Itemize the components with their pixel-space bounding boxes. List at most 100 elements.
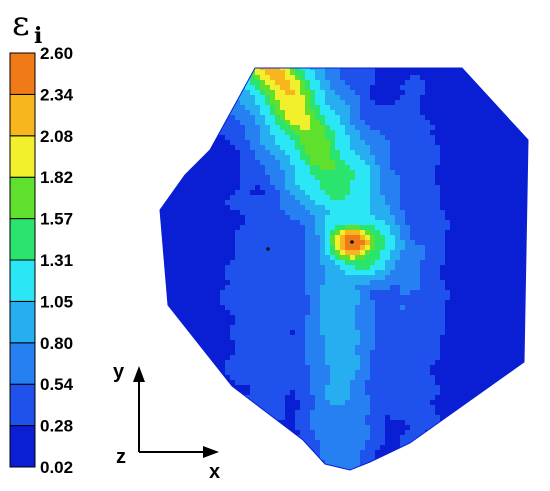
contour-cell <box>345 240 366 246</box>
contour-cell <box>160 200 226 206</box>
contour-cell <box>360 110 421 116</box>
contour-cell <box>425 450 528 456</box>
contour-cell <box>360 330 376 336</box>
contour-cell <box>310 380 331 386</box>
contour-cell <box>160 190 236 196</box>
color-bar-tick-label: 2.34 <box>40 85 74 104</box>
contour-cell <box>370 250 381 256</box>
contour-cell <box>315 200 371 206</box>
contour-cell <box>350 110 361 116</box>
contour-cell <box>230 140 251 146</box>
contour-cell <box>370 85 401 91</box>
contour-cell <box>305 325 321 331</box>
contour-cell <box>315 100 326 106</box>
contour-cell <box>405 305 446 311</box>
contour-cell <box>300 465 326 470</box>
contour-cell <box>280 68 291 71</box>
contour-cell <box>340 250 346 256</box>
contour-cell <box>255 60 261 66</box>
contour-cell <box>160 380 236 386</box>
contour-cell <box>275 120 286 126</box>
contour-cell <box>350 135 361 141</box>
contour-cell <box>310 310 321 316</box>
contour-cell <box>355 305 376 311</box>
contour-cell <box>410 425 436 431</box>
color-bar-swatch <box>9 218 36 261</box>
contour-cell <box>370 375 436 381</box>
contour-cell <box>325 68 341 71</box>
contour-cell <box>445 300 528 306</box>
contour-cell <box>325 240 331 246</box>
contour-cell <box>295 420 311 426</box>
contour-cell <box>390 165 436 171</box>
contour-cell <box>380 445 401 451</box>
contour-cell <box>310 85 321 91</box>
contour-cell <box>220 75 231 81</box>
contour-cell <box>285 120 291 126</box>
contour-cell <box>160 415 251 421</box>
contour-cell <box>215 70 231 76</box>
contour-cell <box>240 430 266 436</box>
contour-cell <box>325 115 341 121</box>
contour-cell <box>225 305 311 311</box>
contour-cell <box>310 415 366 421</box>
contour-cell <box>420 95 528 101</box>
contour-cell <box>325 395 351 401</box>
contour-cell <box>385 415 391 421</box>
contour-cell <box>295 175 316 181</box>
contour-cell <box>235 145 251 151</box>
contour-cell <box>370 365 431 371</box>
contour-cell <box>285 180 296 186</box>
contour-cell <box>400 290 411 296</box>
contour-cell <box>325 460 361 466</box>
contour-cell <box>215 105 226 111</box>
contour-cell <box>305 330 321 336</box>
contour-cell <box>435 170 528 176</box>
contour-cell <box>390 230 401 236</box>
contour-cell <box>290 70 296 76</box>
contour-cell <box>235 255 306 261</box>
contour-map <box>150 60 528 481</box>
contour-cell <box>280 205 306 211</box>
contour-cell <box>230 110 251 116</box>
contour-cell <box>270 105 276 111</box>
contour-cell <box>345 245 361 251</box>
contour-cell <box>350 115 361 121</box>
contour-cell <box>440 420 528 426</box>
contour-cell <box>360 340 376 346</box>
contour-cell <box>330 375 356 381</box>
contour-cell <box>310 195 331 201</box>
contour-cell <box>235 345 306 351</box>
contour-cell <box>305 270 326 276</box>
contour-cell <box>440 160 528 166</box>
contour-cell <box>260 130 271 136</box>
contour-cell <box>320 165 336 171</box>
axes-triad: y z x <box>113 361 220 483</box>
contour-cell <box>385 135 436 141</box>
contour-cell <box>420 75 528 81</box>
contour-cell <box>305 275 326 281</box>
contour-cell <box>280 195 296 201</box>
contour-cell <box>150 60 196 66</box>
contour-cell <box>150 475 306 481</box>
contour-cell <box>330 210 371 216</box>
contour-cell <box>360 115 426 121</box>
contour-cell <box>160 110 216 116</box>
contour-cell <box>305 350 326 356</box>
contour-cell <box>350 190 371 196</box>
contour-cell <box>440 195 528 201</box>
contour-cell <box>370 245 376 251</box>
color-bar-swatch <box>9 135 36 178</box>
contour-cell <box>320 110 336 116</box>
contour-cell <box>160 430 241 436</box>
contour-cell <box>265 80 276 86</box>
contour-cell <box>310 390 326 396</box>
contour-cell <box>260 90 266 96</box>
contour-cell <box>245 405 286 411</box>
contour-cell <box>425 250 446 256</box>
contour-cell <box>365 380 436 386</box>
contour-cell <box>390 415 441 421</box>
contour-cell <box>340 95 361 101</box>
contour-cell <box>295 330 306 336</box>
contour-cell <box>260 140 276 146</box>
